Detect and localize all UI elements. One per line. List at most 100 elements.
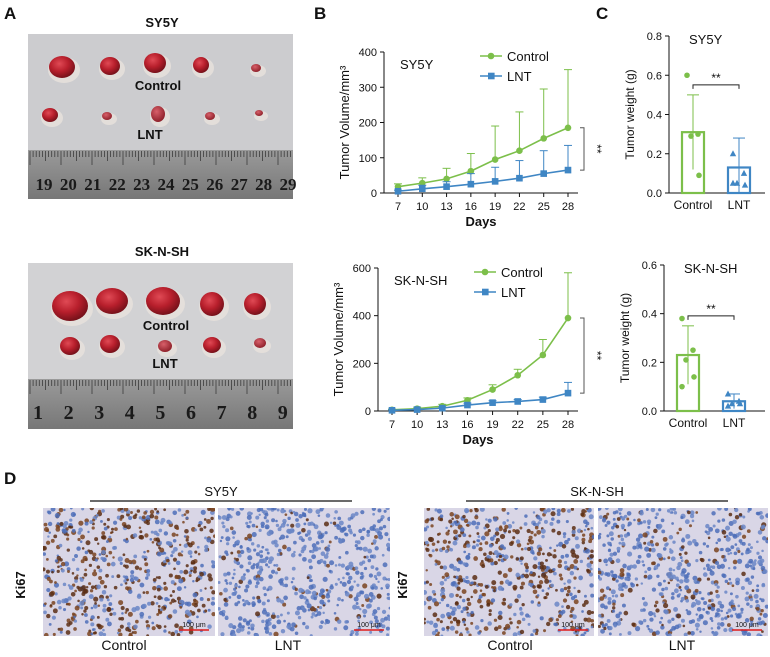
cell <box>705 610 709 614</box>
cell <box>562 535 566 539</box>
cell <box>355 570 360 575</box>
cell <box>102 628 105 632</box>
cell <box>562 598 568 603</box>
cell <box>615 524 620 529</box>
cell <box>428 620 434 625</box>
cell <box>556 544 559 547</box>
cell <box>232 543 237 548</box>
y-tick-label: 0.0 <box>642 406 657 418</box>
cell <box>306 529 312 535</box>
cell <box>80 559 85 564</box>
tumor <box>52 291 88 321</box>
x-tick-label: 22 <box>513 201 525 213</box>
cell <box>549 546 552 550</box>
cell <box>538 580 544 585</box>
cell <box>729 614 734 618</box>
cell <box>251 523 256 528</box>
cell <box>286 523 290 527</box>
cell <box>273 631 279 636</box>
cell <box>336 603 339 607</box>
cell <box>156 551 162 557</box>
cell <box>660 625 665 630</box>
cell <box>747 580 753 586</box>
cell <box>455 575 459 580</box>
cell <box>638 620 642 624</box>
cell <box>589 567 593 571</box>
cell <box>669 549 674 554</box>
cell <box>431 549 435 553</box>
cell <box>59 521 64 527</box>
cell <box>632 564 637 569</box>
cell <box>149 509 155 515</box>
cell <box>536 584 541 589</box>
cell <box>529 571 533 575</box>
cell <box>280 628 286 634</box>
cell <box>385 578 388 581</box>
cell <box>88 582 92 586</box>
cell <box>73 615 76 619</box>
cell <box>73 627 77 631</box>
cell <box>71 612 75 616</box>
cell <box>569 570 575 576</box>
cell <box>207 573 212 578</box>
cell <box>180 554 184 557</box>
cell <box>373 615 378 620</box>
cell <box>641 597 645 601</box>
cell <box>152 578 157 582</box>
y-tick-label: 0.8 <box>647 31 662 43</box>
data-point <box>728 400 736 407</box>
cell <box>275 519 278 523</box>
cell <box>56 522 60 526</box>
cell <box>444 572 450 578</box>
cell <box>150 601 155 606</box>
cell <box>672 568 676 572</box>
cell <box>647 574 653 580</box>
cell <box>428 536 435 543</box>
cell <box>347 524 352 529</box>
cell <box>532 589 538 595</box>
cell <box>466 612 471 617</box>
cell <box>84 521 89 526</box>
cell <box>224 579 228 583</box>
cell <box>245 521 249 525</box>
tumor-row-lnt <box>41 106 268 127</box>
cell <box>646 519 652 524</box>
cell <box>84 620 89 624</box>
cell <box>265 563 269 567</box>
cell <box>732 533 736 538</box>
cell <box>128 633 133 636</box>
cell <box>711 565 716 570</box>
cell <box>554 622 558 627</box>
cell <box>163 606 167 610</box>
cell <box>629 564 634 569</box>
cell <box>247 533 253 539</box>
cell <box>759 514 765 520</box>
cell <box>437 508 442 514</box>
cell <box>466 630 470 634</box>
cell <box>293 550 296 554</box>
cell <box>476 532 480 535</box>
cell <box>689 513 695 519</box>
cell <box>721 518 726 522</box>
cell <box>242 599 245 602</box>
cell <box>471 520 477 526</box>
cell <box>651 535 655 539</box>
cell <box>479 508 485 512</box>
cell <box>88 563 93 568</box>
ruler-number: 7 <box>217 402 227 424</box>
ruler-number: 25 <box>182 175 199 194</box>
cell <box>143 550 146 554</box>
cell <box>710 580 715 585</box>
photo-title-sy5y: SY5Y <box>145 15 179 30</box>
ruler-number: 29 <box>280 175 297 194</box>
cell <box>98 576 103 580</box>
cell <box>360 535 365 541</box>
cell <box>242 618 247 623</box>
cell <box>340 563 345 568</box>
cell <box>491 586 494 589</box>
cell <box>618 512 622 515</box>
cell <box>695 600 701 606</box>
cell <box>210 601 215 606</box>
cell <box>229 526 234 531</box>
